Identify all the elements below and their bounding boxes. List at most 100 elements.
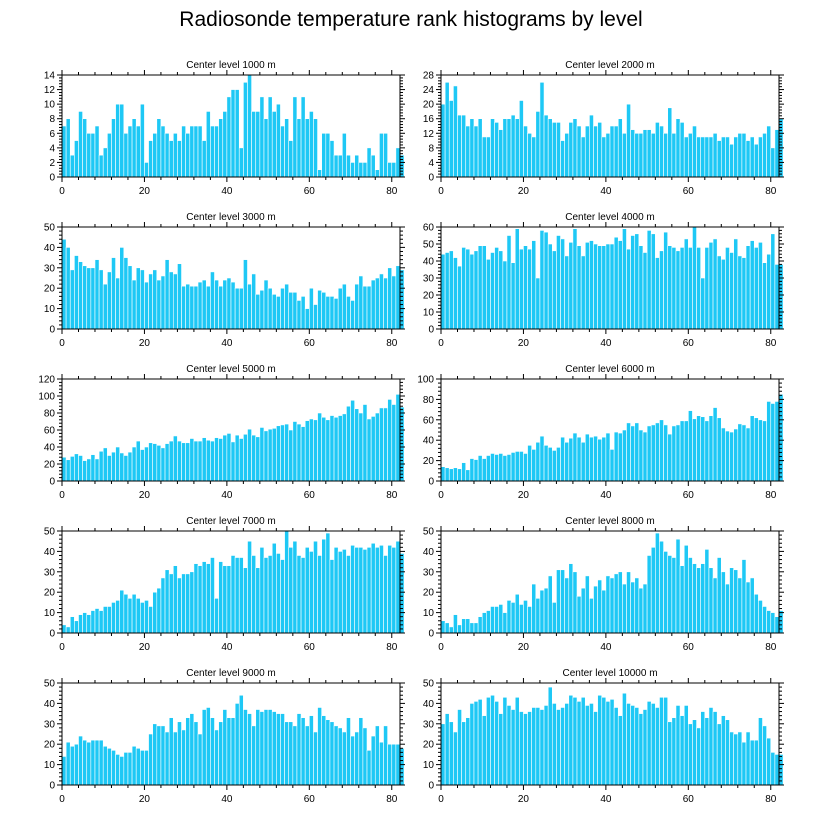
histogram-bar <box>448 721 454 786</box>
histogram-bar <box>679 420 685 482</box>
x-tick-label: 60 <box>683 794 695 805</box>
histogram-bar <box>321 291 327 330</box>
histogram-bar <box>700 563 706 634</box>
histogram-bar <box>271 542 277 634</box>
histogram-bar <box>379 407 384 482</box>
y-tick-label: 50 <box>423 240 435 251</box>
histogram-bar <box>271 111 277 178</box>
histogram-bar <box>766 737 772 786</box>
histogram-bar <box>642 583 648 634</box>
histogram-bar <box>457 265 462 330</box>
histogram-bar <box>148 273 153 330</box>
histogram-bar <box>284 423 290 482</box>
histogram-bar <box>753 593 759 634</box>
histogram-bar <box>243 433 248 482</box>
histogram-bar <box>762 262 767 330</box>
histogram-bar <box>486 258 491 330</box>
histogram-bar <box>74 453 79 482</box>
histogram-bar <box>461 618 467 634</box>
histogram-bar <box>383 277 388 330</box>
histogram-bar <box>720 136 726 178</box>
histogram-bar <box>762 420 767 482</box>
histogram-bar <box>387 267 393 330</box>
histogram-bar <box>683 238 689 330</box>
histogram-bar <box>770 612 776 634</box>
histogram-bar <box>86 614 92 634</box>
panel-title: Center level 2000 m <box>565 60 655 71</box>
histogram-bar <box>778 264 784 330</box>
histogram-bar <box>65 741 71 786</box>
histogram-bar <box>630 581 636 634</box>
histogram-bar <box>749 739 755 786</box>
histogram-bar <box>131 446 137 482</box>
histogram-bar <box>646 129 652 178</box>
histogram-bar <box>140 449 145 482</box>
histogram-bar <box>238 287 244 330</box>
histogram-bar <box>519 100 524 178</box>
plot-frame <box>440 74 780 178</box>
histogram-bar <box>704 420 710 482</box>
histogram-bar <box>494 701 500 786</box>
histogram-bar <box>572 696 578 786</box>
histogram-panel: Center level 2000 m 0 20 40 60 80 0 4 8 12 16 20 24 2… <box>423 60 784 197</box>
histogram-bar <box>622 429 627 482</box>
histogram-bar <box>74 620 79 634</box>
histogram-panel: Center level 5000 m 0 20 40 60 80 0 20 40 60 80 100… <box>38 364 405 501</box>
histogram-bar <box>675 118 681 178</box>
histogram-bar <box>551 450 557 482</box>
x-tick-label: 0 <box>438 642 444 653</box>
histogram-bar <box>753 247 759 330</box>
x-tick-label: 40 <box>221 338 233 349</box>
histogram-panel: Center level 4000 m 0 20 40 60 80 0 10 20 30 40 50 6… <box>423 212 784 349</box>
histogram-bar <box>461 721 467 786</box>
histogram-bar <box>519 248 524 330</box>
histogram-bar <box>444 622 450 634</box>
histogram-bar <box>609 243 615 330</box>
y-tick-label: 30 <box>44 263 56 274</box>
histogram-bar <box>185 573 191 634</box>
histogram-bar <box>712 238 718 330</box>
histogram-bar <box>671 425 677 482</box>
histogram-bar <box>98 269 104 330</box>
histogram-bar <box>440 253 446 330</box>
histogram-bar <box>292 421 298 482</box>
histogram-bar <box>111 750 116 786</box>
histogram-bar <box>609 699 615 786</box>
histogram-bar <box>613 431 619 482</box>
histogram-bar <box>576 245 582 330</box>
y-tick-label: 14 <box>44 71 56 82</box>
y-tick-label: 4 <box>49 143 55 154</box>
histogram-bar <box>617 432 623 482</box>
histogram-bar <box>700 711 706 786</box>
histogram-bar <box>131 745 137 786</box>
histogram-bar <box>667 555 673 634</box>
histogram-bar <box>201 709 207 786</box>
histogram-bar <box>119 589 125 634</box>
histogram-bar <box>309 111 314 178</box>
histogram-bar <box>617 571 623 634</box>
histogram-bar <box>605 132 611 178</box>
histogram-bar <box>766 401 772 482</box>
histogram-bar <box>304 547 310 634</box>
histogram-bar <box>762 606 767 634</box>
x-tick-label: 40 <box>221 186 233 197</box>
x-tick-label: 80 <box>386 338 398 349</box>
histogram-bar <box>510 602 516 634</box>
histogram-bar <box>448 626 454 634</box>
histogram-bar <box>218 438 224 482</box>
plot-frame <box>440 530 780 634</box>
x-tick-label: 80 <box>386 186 398 197</box>
histogram-bar <box>317 555 322 634</box>
histogram-bar <box>98 450 104 482</box>
histogram-bar <box>82 612 88 634</box>
histogram-bar <box>205 563 211 634</box>
histogram-bar <box>675 424 681 482</box>
histogram-bar <box>243 567 248 634</box>
histogram-bar <box>774 401 780 482</box>
histogram-bar <box>572 571 578 634</box>
histogram-bar <box>688 557 693 634</box>
histogram-bar <box>712 407 718 482</box>
histogram-bar <box>580 696 586 786</box>
histogram-bar <box>107 271 112 330</box>
histogram-bar <box>696 415 701 482</box>
